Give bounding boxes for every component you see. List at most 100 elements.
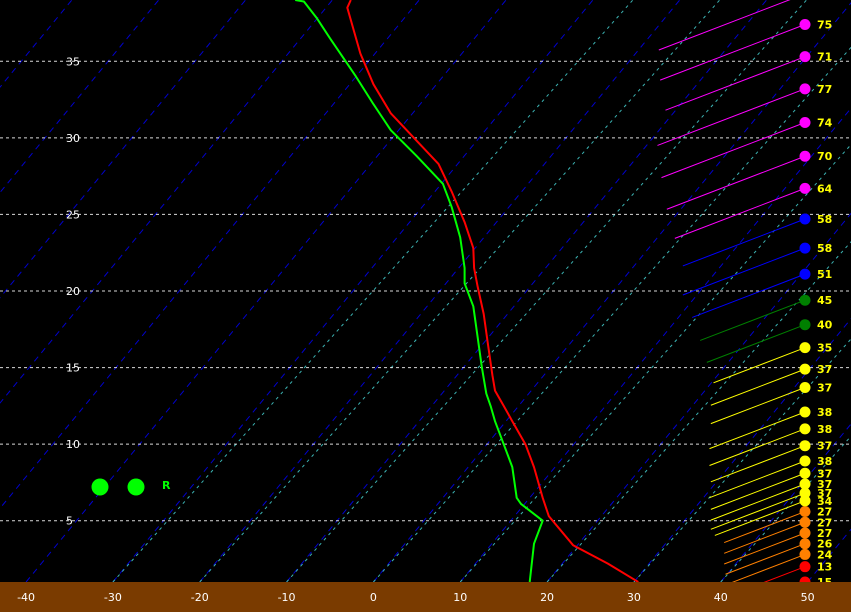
wind-speed-label: 37 xyxy=(817,478,832,491)
wind-marker xyxy=(799,319,811,331)
wind-staff xyxy=(728,553,806,585)
wind-marker xyxy=(799,381,811,393)
y-tick-label: 35 xyxy=(66,55,80,68)
wind-speed-label: 37 xyxy=(817,363,832,376)
wind-marker xyxy=(799,242,811,254)
y-axis-labels: 5 10 15 20 25 30 35 xyxy=(66,55,80,527)
wind-staff xyxy=(723,532,806,565)
isotherm-line xyxy=(0,0,246,299)
wind-staff xyxy=(710,387,806,425)
wind-speed-label: 13 xyxy=(817,561,832,574)
wind-speed-label: 38 xyxy=(817,423,832,436)
legend-marker-1 xyxy=(91,478,109,496)
isotherm-line xyxy=(459,107,851,583)
wind-marker xyxy=(799,548,811,560)
wind-speed-label: 75 xyxy=(817,19,832,32)
x-tick-label: 40 xyxy=(714,591,728,604)
wind-staff xyxy=(657,88,806,146)
wind-speed-label: 77 xyxy=(817,83,832,96)
wind-staff xyxy=(709,428,806,466)
wind-staff xyxy=(710,483,806,521)
isotherm-line xyxy=(0,0,420,510)
x-tick-label: 50 xyxy=(801,591,815,604)
wind-marker xyxy=(799,487,811,499)
wind-marker xyxy=(799,455,811,467)
wind-marker xyxy=(799,561,811,573)
wind-marker xyxy=(799,423,811,435)
wind-speed-label: 38 xyxy=(817,406,832,419)
wind-marker xyxy=(799,506,811,518)
y-tick-label: 5 xyxy=(66,515,73,528)
wind-marker xyxy=(799,213,811,225)
temperature-line xyxy=(346,0,639,583)
wind-staff xyxy=(710,368,806,406)
wind-speed-label: 58 xyxy=(817,213,832,226)
x-tick-label: -30 xyxy=(104,591,122,604)
x-axis-labels: -40 -30 -20 -10 0 10 20 30 40 50 xyxy=(17,591,815,604)
wind-speed-label: 64 xyxy=(817,182,833,195)
wind-marker xyxy=(799,406,811,418)
wind-speed-label: 74 xyxy=(817,117,833,130)
wind-marker xyxy=(799,150,811,162)
wind-profile: 1513242627272734373737383738383737354045… xyxy=(657,0,833,608)
wind-staff xyxy=(699,299,806,341)
x-tick-label: -40 xyxy=(17,591,35,604)
x-tick-label: -20 xyxy=(191,591,209,604)
x-tick-label: 0 xyxy=(370,591,377,604)
wind-marker xyxy=(799,51,811,63)
wind-staff xyxy=(682,247,806,296)
wind-marker xyxy=(799,117,811,129)
wind-speed-label: 26 xyxy=(817,538,833,551)
wind-staff xyxy=(723,511,806,544)
x-tick-label: 30 xyxy=(627,591,641,604)
wind-marker xyxy=(799,294,811,306)
wind-staff xyxy=(723,521,806,554)
x-axis-bar xyxy=(0,582,851,612)
wind-speed-label: 27 xyxy=(817,506,832,519)
wind-marker xyxy=(799,527,811,539)
wind-staff xyxy=(691,273,806,318)
wind-marker xyxy=(799,182,811,194)
wind-marker xyxy=(799,342,811,354)
wind-speed-label: 37 xyxy=(817,467,832,480)
wind-marker xyxy=(799,19,811,31)
wind-staff xyxy=(706,324,806,363)
wind-staff xyxy=(665,56,806,111)
x-tick-label: 10 xyxy=(453,591,467,604)
isotherm-line xyxy=(633,317,851,583)
wind-marker xyxy=(799,516,811,528)
wind-staff xyxy=(709,411,806,450)
wind-staff xyxy=(709,460,806,499)
wind-speed-label: 27 xyxy=(817,516,832,529)
wind-speed-label: 71 xyxy=(817,51,832,64)
y-tick-label: 20 xyxy=(66,285,80,298)
wind-speed-label: 37 xyxy=(817,440,832,453)
legend-label: R xyxy=(162,479,171,492)
wind-marker xyxy=(799,538,811,550)
wind-marker xyxy=(799,495,811,507)
x-tick-label: 20 xyxy=(540,591,554,604)
wind-staff xyxy=(658,0,791,51)
wind-staff xyxy=(661,122,806,179)
wind-staff xyxy=(666,155,806,210)
wind-staff xyxy=(710,445,806,483)
wind-speed-label: 38 xyxy=(817,455,832,468)
wind-staff xyxy=(659,24,806,81)
y-tick-label: 30 xyxy=(66,132,80,145)
legend-marker-2 xyxy=(127,478,145,496)
isotherm-line xyxy=(112,0,594,583)
wind-speed-label: 35 xyxy=(817,342,832,355)
wind-marker xyxy=(799,467,811,479)
wind-staff xyxy=(674,187,806,239)
wind-speed-label: 37 xyxy=(817,487,832,500)
dewpoint-line xyxy=(295,0,544,583)
wind-marker xyxy=(799,440,811,452)
wind-staff xyxy=(713,347,806,384)
wind-staff xyxy=(710,472,806,510)
wind-speed-label: 51 xyxy=(817,268,832,281)
y-tick-label: 25 xyxy=(66,208,80,221)
legend: R xyxy=(91,478,171,496)
profile-curves xyxy=(295,0,639,583)
wind-staff xyxy=(710,492,806,530)
